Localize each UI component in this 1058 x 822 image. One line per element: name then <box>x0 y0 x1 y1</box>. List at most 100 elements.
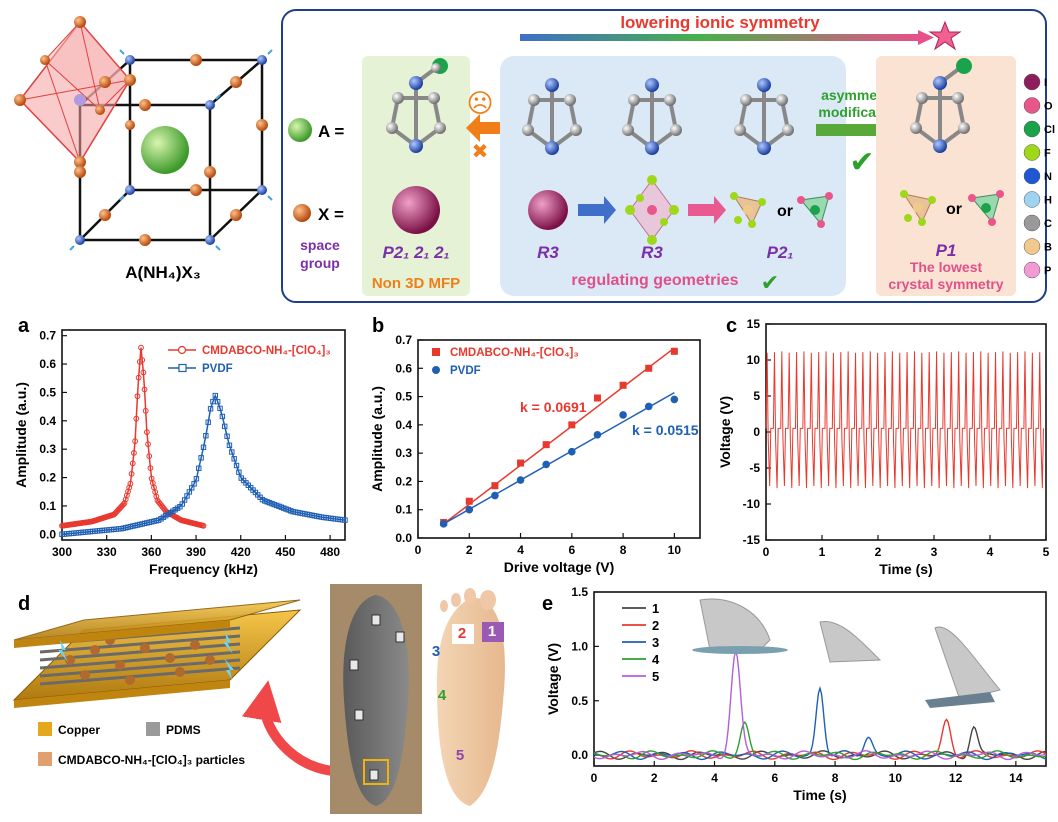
legend-label-2: 2 <box>652 618 659 633</box>
legend-label-1: PVDF <box>450 365 481 377</box>
non3d-box <box>362 56 470 296</box>
x-tick-label: 10 <box>668 543 682 557</box>
non3d-label: Non 3D MFP <box>372 275 460 292</box>
molecule-dabco-icon-1 <box>522 78 582 155</box>
x-tick-label: 8 <box>832 771 839 785</box>
molecule-cmdabco-icon <box>386 58 448 153</box>
check-icon-1: ✔ <box>761 270 779 295</box>
data-point <box>200 522 207 529</box>
legend-dot-p <box>1023 261 1041 279</box>
insole-photo <box>343 595 409 806</box>
panel-label-d: d <box>18 593 30 615</box>
regulating-box <box>500 56 846 296</box>
legend-label-h: H <box>1044 195 1052 207</box>
data-point <box>236 469 242 475</box>
data-point <box>144 429 150 436</box>
legend-dot-b <box>1023 238 1041 255</box>
panel-c-chart: 0 1 2 3 4 5 -15 -10 -5 0 5 10 15 Time (s) Voltage (V) <box>717 317 1050 577</box>
x-tick-label: 14 <box>1009 771 1023 785</box>
data-point <box>222 423 228 430</box>
data-point <box>619 381 627 389</box>
legend-dot-i <box>1023 73 1041 91</box>
data-point <box>645 364 653 372</box>
foot-number-4: 4 <box>438 687 447 704</box>
series-line-5 <box>593 649 1047 761</box>
legend-dot-cl <box>1023 120 1041 138</box>
tetrahedron-4 <box>968 190 1004 226</box>
y-tick-label: 1.0 <box>571 639 588 653</box>
legend-label-i: I <box>1044 77 1047 89</box>
x-tick-label: 6 <box>771 771 778 785</box>
y-tick-label: 1.5 <box>571 585 588 599</box>
legend-label-5: 5 <box>652 669 659 684</box>
x-tick-label: 2 <box>875 545 882 559</box>
legend-label-0: CMDABCO-NH₄-[ClO₄]₃ <box>450 347 579 359</box>
fit-line-1 <box>443 391 675 525</box>
y-tick-label: 0.3 <box>395 446 412 460</box>
orange-back-arrow <box>466 114 520 142</box>
y-tick-label: 0.0 <box>571 748 588 762</box>
data-point <box>619 411 627 419</box>
foot-marker-2 <box>452 624 474 644</box>
lowest-label-1: The lowest <box>910 259 983 275</box>
data-point <box>122 496 129 503</box>
y-axis-label: Voltage (V) <box>545 643 561 715</box>
data-point <box>147 465 154 472</box>
data-point <box>135 374 142 381</box>
sg-r3-b: R3 <box>641 243 663 262</box>
data-point <box>233 462 240 469</box>
data-point <box>226 442 233 448</box>
data-point <box>125 488 131 495</box>
x-tick-label: 450 <box>275 545 295 559</box>
y-tick-label: 0.5 <box>571 694 588 708</box>
x-tick-label: 6 <box>568 543 575 557</box>
pdms-swatch <box>146 722 160 736</box>
plot-frame <box>593 591 1047 767</box>
a-label: A = <box>318 122 344 141</box>
device-illustration <box>12 599 302 708</box>
data-point <box>593 430 602 439</box>
x-tick-label: 420 <box>231 545 251 559</box>
x-tick-label: 0 <box>763 545 770 559</box>
data-point <box>670 347 678 355</box>
data-point <box>123 492 130 499</box>
x-tick-label: 4 <box>517 543 524 557</box>
y-tick-label: 0.5 <box>39 385 56 399</box>
data-point <box>121 500 128 507</box>
legend-label-1: PVDF <box>202 363 233 375</box>
legend-label-f: F <box>1044 148 1051 160</box>
legend-copper: Copper <box>58 723 100 737</box>
fit-label-0: k = 0.0691 <box>520 399 587 415</box>
copper-swatch <box>38 722 52 736</box>
legend-marker-0 <box>177 345 187 355</box>
y-tick-label: 0.2 <box>395 474 412 488</box>
x-tick-label: 480 <box>320 545 340 559</box>
y-tick-label: 0.2 <box>39 471 56 485</box>
x-tick-label: 2 <box>466 543 473 557</box>
y-axis-label: Amplitude (a.u.) <box>369 386 385 492</box>
y-tick-label: 0.7 <box>39 329 56 343</box>
y-tick-label: -5 <box>749 461 760 475</box>
foot-number-2: 2 <box>458 625 466 642</box>
data-point <box>670 395 679 404</box>
sg-p21: P2₁ <box>767 243 794 262</box>
y-tick-label: 0.4 <box>395 418 412 432</box>
sad-face-icon: ☹ <box>466 88 493 118</box>
data-point <box>198 455 204 461</box>
data-point <box>207 406 214 412</box>
legend-particles: CMDABCO-NH₄-[ClO₄]₃ particles <box>58 753 245 767</box>
fit-line-0 <box>443 347 675 525</box>
data-point <box>128 470 135 477</box>
panel-a-chart: 300 330 360 390 420 450 480 0.0 0.1 0.2 0.3 0.4 0.5 0… <box>13 329 348 577</box>
data-point <box>193 476 200 482</box>
foot-numbers: 1 2 3 4 5 <box>432 622 504 764</box>
y-tick-label: 0.4 <box>39 414 56 428</box>
x-tick-label: 300 <box>52 545 72 559</box>
foot-number-1: 1 <box>488 623 496 640</box>
data-point <box>516 476 525 484</box>
x-axis-label: Drive voltage (V) <box>504 559 614 575</box>
x-tick-label: 360 <box>141 545 161 559</box>
legend-label-c: C <box>1044 218 1052 230</box>
data-point <box>140 369 147 376</box>
